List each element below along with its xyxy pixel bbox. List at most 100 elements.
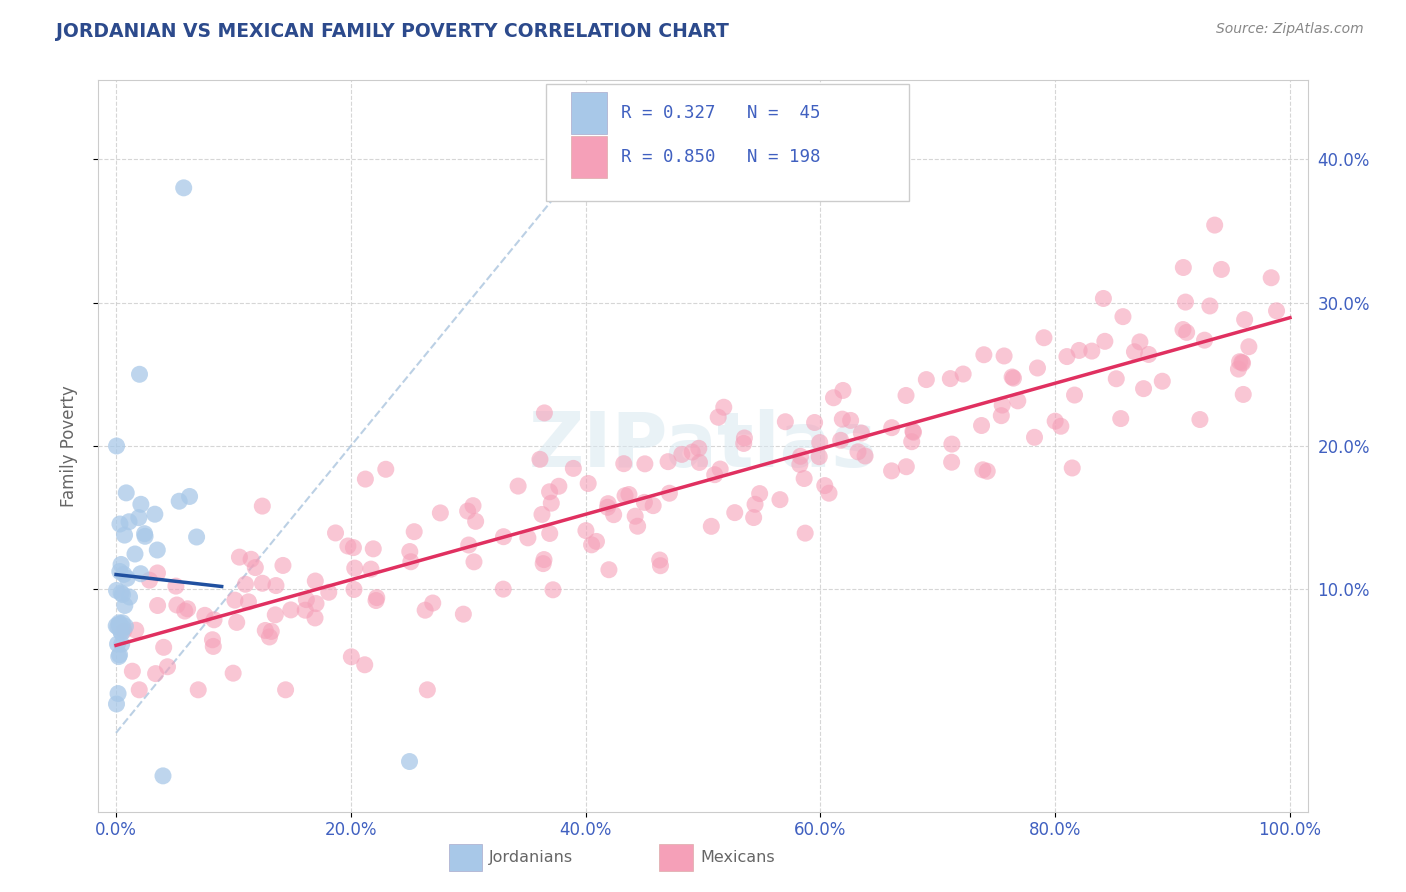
Point — [107, 687, 129, 701]
Point — [134, 529, 156, 543]
Point — [1024, 430, 1046, 444]
Point — [681, 445, 703, 459]
Point — [305, 597, 328, 611]
Point — [1109, 411, 1132, 425]
Point — [1026, 361, 1049, 376]
Point — [194, 608, 217, 623]
Point — [1232, 387, 1254, 401]
Point — [143, 507, 166, 521]
Point — [814, 478, 837, 492]
Point — [643, 499, 665, 513]
Point — [596, 500, 619, 515]
Point — [538, 526, 561, 541]
Point — [374, 462, 396, 476]
Point — [1002, 371, 1025, 385]
Point — [271, 558, 294, 573]
Point — [1237, 340, 1260, 354]
Point — [585, 534, 607, 549]
Point — [259, 630, 281, 644]
Point — [1081, 344, 1104, 359]
Point — [222, 666, 245, 681]
Point — [404, 524, 426, 539]
Point — [105, 619, 128, 633]
Point — [105, 439, 128, 453]
Point — [617, 487, 640, 501]
Point — [129, 497, 152, 511]
Point — [648, 553, 671, 567]
Point — [167, 494, 190, 508]
Point — [318, 585, 340, 599]
Point — [1123, 344, 1146, 359]
Point — [724, 506, 747, 520]
Point — [769, 492, 792, 507]
Point — [186, 530, 208, 544]
Point — [294, 603, 316, 617]
Point — [562, 461, 585, 475]
Point — [748, 486, 770, 500]
Point — [264, 578, 287, 592]
Point — [1137, 347, 1160, 361]
Point — [118, 590, 141, 604]
Point — [915, 373, 938, 387]
Point — [744, 497, 766, 511]
Point — [531, 557, 554, 571]
Point — [173, 604, 195, 618]
Point — [353, 657, 375, 672]
Point — [1056, 350, 1078, 364]
Point — [224, 593, 246, 607]
Point — [461, 499, 484, 513]
Point — [1094, 334, 1116, 349]
Point — [1199, 299, 1222, 313]
Point — [1062, 461, 1084, 475]
Point — [1229, 355, 1251, 369]
Point — [832, 384, 855, 398]
Point — [413, 603, 436, 617]
Point — [794, 526, 817, 541]
Point — [707, 410, 730, 425]
Point — [343, 561, 366, 575]
Point — [254, 624, 277, 638]
Point — [1265, 303, 1288, 318]
Point — [1188, 412, 1211, 426]
Point — [538, 484, 561, 499]
Point — [880, 464, 903, 478]
Point — [952, 367, 974, 381]
Point — [880, 420, 903, 434]
Point — [703, 467, 725, 482]
Point — [1227, 362, 1250, 376]
Point — [146, 599, 169, 613]
Point — [688, 442, 710, 456]
Point — [1233, 312, 1256, 326]
Point — [366, 591, 388, 605]
Point — [304, 611, 326, 625]
Point — [1001, 370, 1024, 384]
Point — [108, 619, 131, 633]
Point — [1043, 414, 1066, 428]
Point — [121, 664, 143, 678]
Point — [110, 586, 132, 600]
Point — [107, 649, 129, 664]
Point — [990, 409, 1012, 423]
Point — [700, 519, 723, 533]
Point — [110, 558, 132, 572]
Point — [1194, 333, 1216, 347]
Point — [576, 476, 599, 491]
Point — [1063, 388, 1085, 402]
Point — [972, 463, 994, 477]
Point — [1152, 374, 1174, 388]
Point — [533, 552, 555, 566]
Point — [235, 577, 257, 591]
Point — [228, 550, 250, 565]
Point — [114, 599, 136, 613]
Point — [115, 571, 138, 585]
Point — [463, 555, 485, 569]
Point — [364, 593, 387, 607]
Point — [1211, 262, 1233, 277]
Point — [508, 479, 530, 493]
Point — [118, 515, 141, 529]
Point — [614, 489, 637, 503]
Point — [598, 497, 620, 511]
Point — [941, 455, 963, 469]
Point — [274, 682, 297, 697]
Point — [492, 582, 515, 596]
